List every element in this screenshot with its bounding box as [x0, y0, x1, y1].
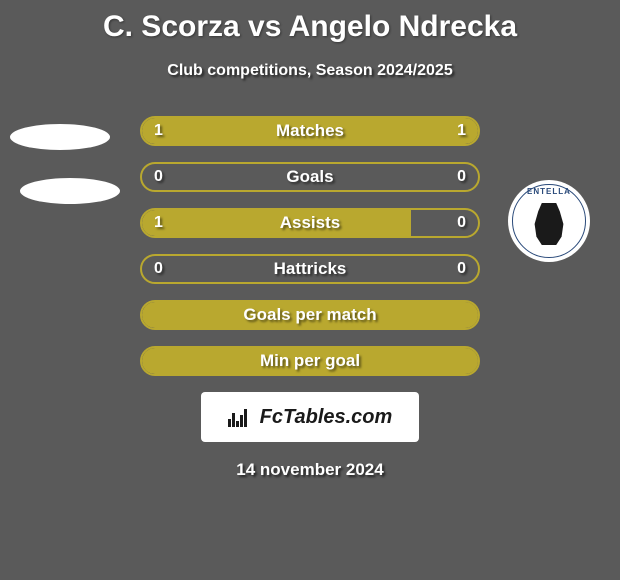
stat-row: 10Assists — [140, 208, 480, 238]
subtitle: Club competitions, Season 2024/2025 — [0, 62, 620, 80]
stat-label: Assists — [142, 210, 478, 236]
stats-container: 11Matches 00Goals 10Assists 00Hattricks Goal… — [0, 116, 620, 376]
stat-label: Min per goal — [142, 348, 478, 374]
stat-label: Goals per match — [142, 302, 478, 328]
date-label: 14 november 2024 — [0, 460, 620, 480]
fctables-label: FcTables.com — [260, 407, 393, 427]
stat-row: Goals per match — [140, 300, 480, 330]
stat-row: 11Matches — [140, 116, 480, 146]
stat-row: 00Goals — [140, 162, 480, 192]
stat-row: Min per goal — [140, 346, 480, 376]
stat-label: Goals — [142, 164, 478, 190]
stat-label: Hattricks — [142, 256, 478, 282]
fctables-watermark: FcTables.com — [201, 392, 419, 442]
stat-row: 00Hattricks — [140, 254, 480, 284]
stat-label: Matches — [142, 118, 478, 144]
bar-chart-icon — [228, 407, 254, 427]
page-title: C. Scorza vs Angelo Ndrecka — [0, 0, 620, 44]
